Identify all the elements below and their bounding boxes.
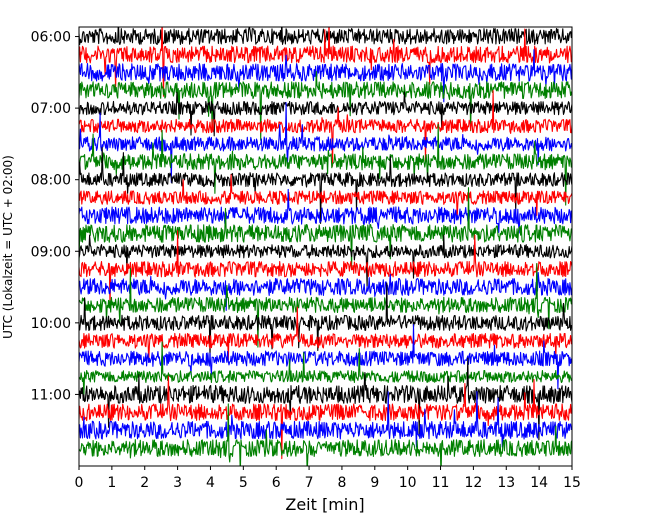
y-tick-label: 07:00	[31, 101, 71, 117]
trace-19	[79, 341, 572, 397]
trace-10	[79, 188, 572, 234]
x-tick-label: 4	[206, 475, 215, 491]
x-tick-label: 12	[464, 475, 482, 491]
trace-3	[79, 71, 572, 141]
x-tick-label: 3	[173, 475, 182, 491]
y-axis-title: UTC (Lokalzeit = UTC + 02:00)	[1, 155, 15, 339]
y-tick-label: 11:00	[31, 387, 71, 403]
trace-9	[79, 174, 572, 218]
trace-20	[79, 357, 572, 441]
trace-6	[79, 102, 572, 183]
x-axis-title: Zeit [min]	[285, 495, 364, 514]
trace-16	[79, 282, 572, 357]
x-tick-label: 8	[337, 475, 346, 491]
trace-5	[79, 90, 572, 167]
x-tick-label: 15	[563, 475, 581, 491]
trace-2	[79, 49, 572, 103]
trace-1	[79, 27, 572, 97]
x-tick-label: 2	[140, 475, 149, 491]
y-axis: 06:00 07:00 08:00 09:00 10:00 11:00	[31, 30, 79, 403]
trace-18	[79, 324, 572, 390]
x-tick-label: 6	[272, 475, 281, 491]
trace-21	[79, 375, 572, 460]
x-tick-label: 14	[530, 475, 548, 491]
y-tick-label: 06:00	[31, 30, 71, 46]
trace-14	[79, 272, 572, 311]
x-axis: 0 1 2 3 4 5 6 7 8 9 10 11 12 13 14 15	[75, 466, 581, 491]
trace-13	[79, 230, 572, 308]
trace-4	[79, 91, 572, 137]
x-tick-label: 1	[107, 475, 116, 491]
y-tick-label: 08:00	[31, 173, 71, 189]
x-tick-label: 13	[497, 475, 515, 491]
plot-frame	[78, 26, 573, 467]
trace-17	[79, 306, 572, 363]
x-tick-label: 9	[370, 475, 379, 491]
trace-22	[79, 391, 572, 448]
trace-15	[79, 263, 572, 348]
trace-7	[79, 123, 572, 206]
y-tick-label: 09:00	[31, 244, 71, 260]
x-tick-label: 11	[432, 475, 450, 491]
trace-23	[79, 403, 572, 466]
x-tick-label: 10	[399, 475, 417, 491]
y-tick-label: 10:00	[31, 316, 71, 332]
seismic-traces	[79, 27, 572, 466]
x-tick-label: 7	[305, 475, 314, 491]
trace-12	[79, 234, 572, 288]
x-tick-label: 0	[75, 475, 84, 491]
x-tick-label: 5	[239, 475, 248, 491]
trace-11	[79, 187, 572, 269]
trace-8	[79, 147, 572, 224]
